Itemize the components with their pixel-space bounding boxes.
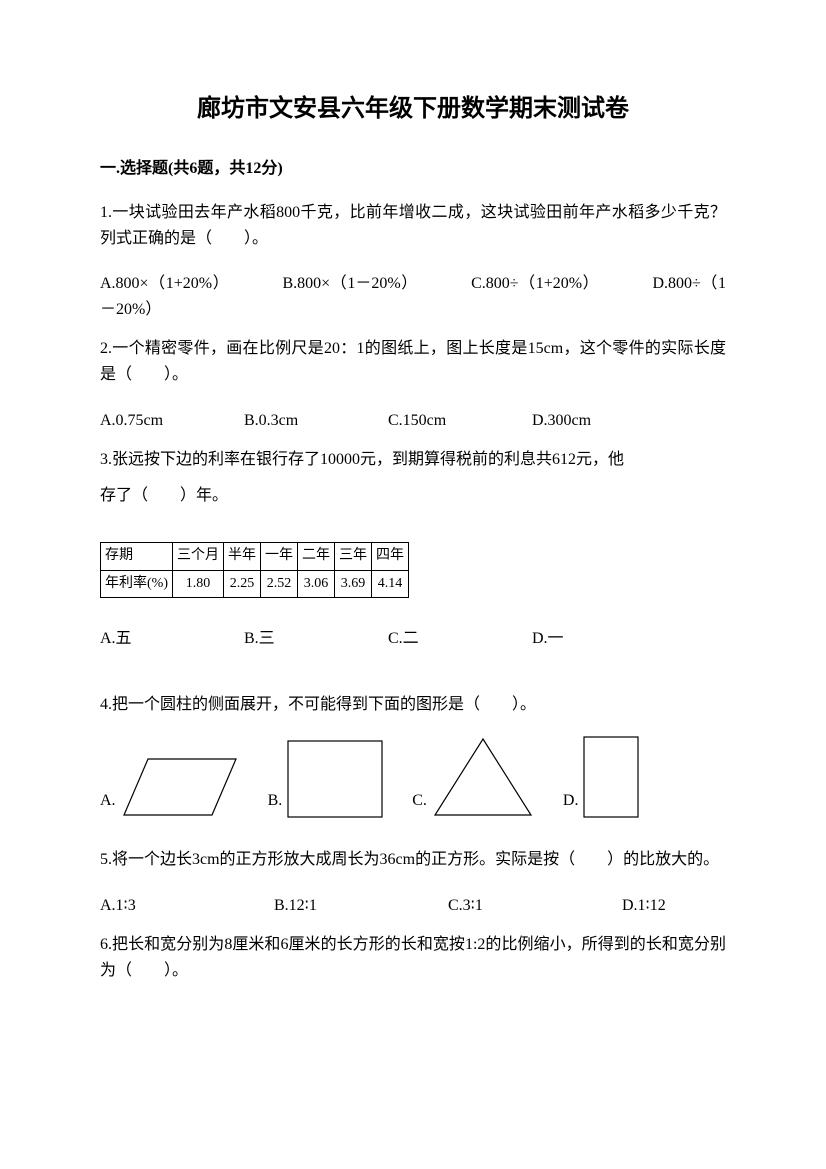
q5-opt-d: D.1∶12 xyxy=(622,897,666,914)
q4-opt-b-wrap: B. xyxy=(268,739,385,819)
q4-opt-c-label: C. xyxy=(412,788,427,820)
q3-opt-c: C.二 xyxy=(388,626,528,652)
q3-opt-a: A.五 xyxy=(100,626,240,652)
td-rate-label: 年利率(%) xyxy=(101,570,173,597)
q3-opt-b: B.三 xyxy=(244,626,384,652)
parallelogram-icon xyxy=(120,755,240,819)
th-2y: 二年 xyxy=(298,543,335,570)
rectangle-tall-icon xyxy=(582,735,640,819)
td-rate-4: 3.69 xyxy=(335,570,372,597)
q4-text: 4.把一个圆柱的侧面展开，不可能得到下面的图形是（ ）。 xyxy=(100,692,726,718)
q2-opt-a: A.0.75cm xyxy=(100,408,240,434)
interest-rate-table: 存期 三个月 半年 一年 二年 三年 四年 年利率(%) 1.80 2.25 2… xyxy=(100,542,409,598)
question-2: 2.一个精密零件，画在比例尺是20：1的图纸上，图上长度是15cm，这个零件的实… xyxy=(100,336,726,433)
q2-options: A.0.75cm B.0.3cm C.150cm D.300cm xyxy=(100,408,726,434)
q3-options: A.五 B.三 C.二 D.一 xyxy=(100,626,726,652)
q5-options: A.1∶3 B.12∶1 C.3∶1 D.1∶12 xyxy=(100,893,726,919)
q5-opt-a: A.1∶3 xyxy=(100,893,270,919)
th-3y: 三年 xyxy=(335,543,372,570)
question-4: 4.把一个圆柱的侧面展开，不可能得到下面的图形是（ ）。 A. B. C. D. xyxy=(100,692,726,820)
td-rate-3: 3.06 xyxy=(298,570,335,597)
q3-opt-d: D.一 xyxy=(532,626,672,652)
q2-opt-c: C.150cm xyxy=(388,408,528,434)
q2-opt-b: B.0.3cm xyxy=(244,408,384,434)
table-rate-row: 年利率(%) 1.80 2.25 2.52 3.06 3.69 4.14 xyxy=(101,570,409,597)
q6-text: 6.把长和宽分别为8厘米和6厘米的长方形的长和宽按1:2的比例缩小，所得到的长和… xyxy=(100,932,726,983)
th-1y: 一年 xyxy=(261,543,298,570)
q4-opt-d-wrap: D. xyxy=(563,735,641,819)
page-title: 廊坊市文安县六年级下册数学期末测试卷 xyxy=(100,90,726,128)
td-rate-0: 1.80 xyxy=(173,570,224,597)
q3-text-line2: 存了（ ）年。 xyxy=(100,483,726,509)
question-6: 6.把长和宽分别为8厘米和6厘米的长方形的长和宽按1:2的比例缩小，所得到的长和… xyxy=(100,932,726,983)
q2-opt-d: D.300cm xyxy=(532,408,672,434)
table-header-row: 存期 三个月 半年 一年 二年 三年 四年 xyxy=(101,543,409,570)
th-6m: 半年 xyxy=(224,543,261,570)
td-rate-2: 2.52 xyxy=(261,570,298,597)
q4-shapes: A. B. C. D. xyxy=(100,735,726,819)
rectangle-wide-icon xyxy=(286,739,384,819)
q1-options: A.800×（1+20%） B.800×（1－20%） C.800÷（1+20%… xyxy=(100,271,726,322)
q1-opt-c: C.800÷（1+20%） xyxy=(471,275,599,292)
q2-text: 2.一个精密零件，画在比例尺是20：1的图纸上，图上长度是15cm，这个零件的实… xyxy=(100,336,726,387)
q5-opt-c: C.3∶1 xyxy=(448,893,618,919)
th-term: 存期 xyxy=(101,543,173,570)
q3-text-line1: 3.张远按下边的利率在银行存了10000元，到期算得税前的利息共612元，他 xyxy=(100,447,726,473)
q4-opt-a-label: A. xyxy=(100,788,116,820)
q5-opt-b: B.12∶1 xyxy=(274,893,444,919)
q1-opt-b: B.800×（1－20%） xyxy=(283,275,418,292)
question-5: 5.将一个边长3cm的正方形放大成周长为36cm的正方形。实际是按（ ）的比放大… xyxy=(100,847,726,918)
section-header: 一.选择题(共6题，共12分) xyxy=(100,156,726,182)
q4-opt-c-wrap: C. xyxy=(412,735,535,819)
td-rate-1: 2.25 xyxy=(224,570,261,597)
q4-opt-b-label: B. xyxy=(268,788,283,820)
th-4y: 四年 xyxy=(372,543,409,570)
q4-opt-a-wrap: A. xyxy=(100,755,240,819)
th-3m: 三个月 xyxy=(173,543,224,570)
question-3: 3.张远按下边的利率在银行存了10000元，到期算得税前的利息共612元，他 存… xyxy=(100,447,726,652)
q1-text: 1.一块试验田去年产水稻800千克，比前年增收二成，这块试验田前年产水稻多少千克… xyxy=(100,200,726,251)
q4-opt-d-label: D. xyxy=(563,788,579,820)
question-1: 1.一块试验田去年产水稻800千克，比前年增收二成，这块试验田前年产水稻多少千克… xyxy=(100,200,726,322)
q1-opt-a: A.800×（1+20%） xyxy=(100,275,229,292)
td-rate-5: 4.14 xyxy=(372,570,409,597)
q5-text: 5.将一个边长3cm的正方形放大成周长为36cm的正方形。实际是按（ ）的比放大… xyxy=(100,847,726,873)
triangle-icon xyxy=(431,735,535,819)
